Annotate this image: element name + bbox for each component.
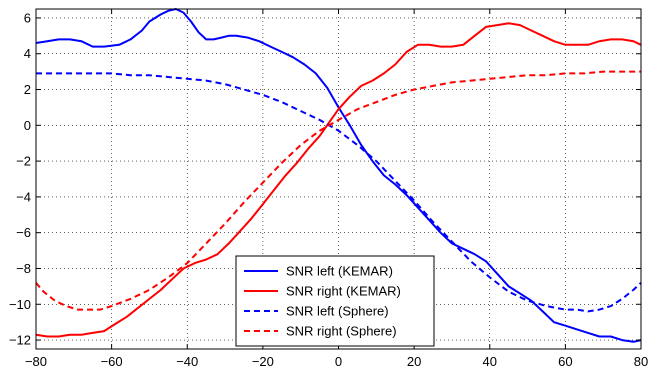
x-tick-label: 0	[335, 354, 342, 369]
y-tick-label: 2	[24, 82, 31, 97]
y-tick-label: −12	[9, 333, 31, 348]
x-tick-label: 80	[634, 354, 648, 369]
x-tick-label: −60	[101, 354, 123, 369]
grid	[35, 9, 642, 349]
legend-label: SNR left (Sphere)	[286, 304, 389, 319]
y-tick-label: 4	[24, 46, 31, 61]
x-tick-label: 40	[483, 354, 497, 369]
x-tick-label: −40	[176, 354, 198, 369]
series-line-4	[35, 70, 641, 311]
y-tick-label: −8	[16, 261, 31, 276]
legend-label: SNR right (Sphere)	[286, 324, 397, 339]
y-tick-label: 0	[24, 118, 31, 133]
series-line-2	[35, 22, 642, 338]
x-tick-label: −80	[25, 354, 47, 369]
y-tick-label: −10	[9, 297, 31, 312]
series-line-3	[36, 72, 642, 313]
series-lines	[35, 8, 642, 343]
legend-label: SNR left (KEMAR)	[286, 264, 393, 279]
legend: SNR left (KEMAR) SNR right (KEMAR) SNR lef…	[235, 255, 435, 347]
x-tick-label: 60	[558, 354, 572, 369]
y-tick-label: −2	[16, 154, 31, 169]
series-line-1	[35, 8, 642, 343]
legend-label: SNR right (KEMAR)	[286, 284, 401, 299]
x-tick-label: −20	[252, 354, 274, 369]
y-tick-label: 6	[24, 10, 31, 25]
y-tick-label: −6	[16, 225, 31, 240]
x-tick-label: 20	[407, 354, 421, 369]
y-tick-label: −4	[16, 189, 31, 204]
